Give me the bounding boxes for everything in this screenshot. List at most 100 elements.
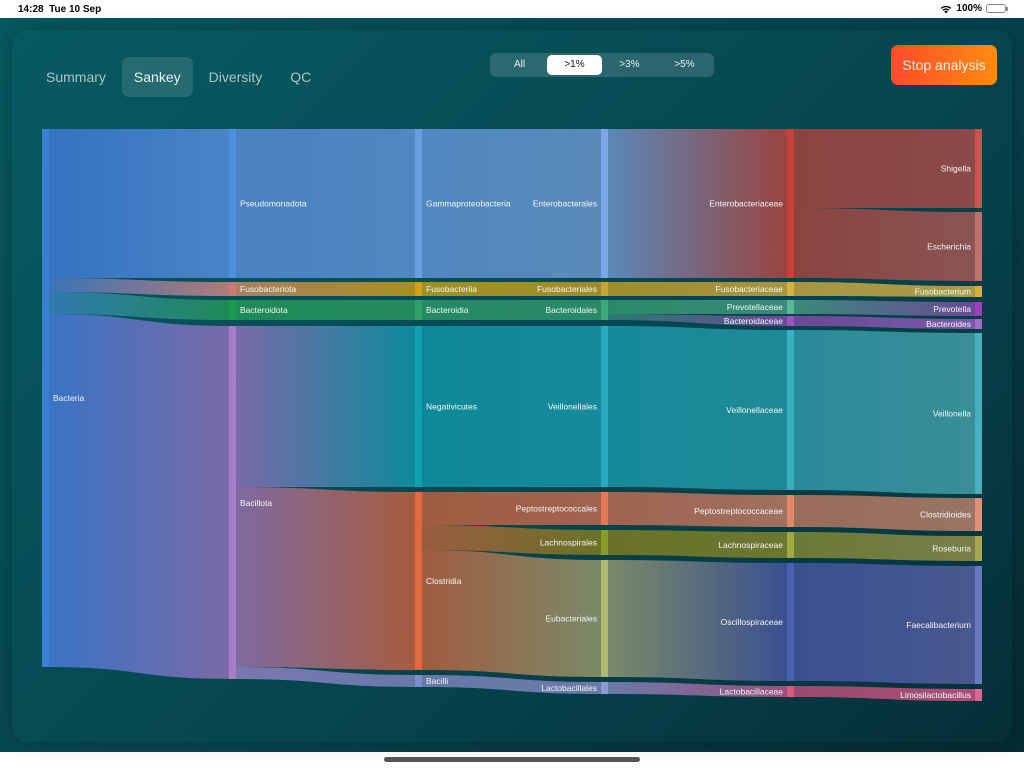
sankey-link[interactable] bbox=[422, 492, 601, 525]
sankey-link[interactable] bbox=[422, 282, 601, 296]
sankey-node-peptostreptococcales[interactable] bbox=[601, 492, 608, 525]
battery-percent: 100% bbox=[956, 3, 982, 14]
sankey-link[interactable] bbox=[422, 550, 601, 677]
sankey-link[interactable] bbox=[608, 282, 787, 296]
stop-analysis-button[interactable]: Stop analysis bbox=[891, 45, 997, 85]
sankey-link[interactable] bbox=[422, 326, 601, 487]
sankey-link[interactable] bbox=[422, 675, 601, 694]
sankey-link[interactable] bbox=[794, 282, 975, 297]
home-indicator[interactable] bbox=[384, 757, 640, 762]
sankey-node-bacteria[interactable] bbox=[42, 129, 49, 667]
sankey-label: Eubacteriales bbox=[545, 614, 597, 624]
sankey-node-lactobacillaceae[interactable] bbox=[787, 686, 794, 697]
sankey-link[interactable] bbox=[794, 532, 975, 561]
sankey-node-enterobacterales[interactable] bbox=[601, 129, 608, 278]
sankey-link[interactable] bbox=[422, 129, 601, 278]
sankey-node-bacteroidia[interactable] bbox=[415, 300, 422, 320]
sankey-node-bacteroidales[interactable] bbox=[601, 300, 608, 320]
sankey-link[interactable] bbox=[608, 314, 787, 326]
sankey-links bbox=[49, 129, 975, 701]
sankey-link[interactable] bbox=[794, 330, 975, 494]
sankey-node-roseburia[interactable] bbox=[975, 536, 982, 561]
sankey-labels: Bacteria Pseudomonadota Fusobacteriota Bact… bbox=[53, 164, 971, 701]
filter-3pct[interactable]: >3% bbox=[619, 59, 640, 70]
sankey-node-fusobacteriia[interactable] bbox=[415, 282, 422, 296]
sankey-node-clostridioides[interactable] bbox=[975, 498, 982, 531]
sankey-label: Bacilli bbox=[426, 676, 448, 686]
tab-summary[interactable]: Summary bbox=[46, 69, 106, 85]
sankey-link[interactable] bbox=[49, 292, 229, 320]
sankey-link[interactable] bbox=[794, 563, 975, 684]
tab-qc[interactable]: QC bbox=[290, 69, 312, 85]
sankey-link[interactable] bbox=[49, 129, 229, 278]
sankey-node-peptostreptococcaceae[interactable] bbox=[787, 495, 794, 527]
sankey-link[interactable] bbox=[236, 282, 415, 296]
sankey-link[interactable] bbox=[236, 300, 415, 320]
sankey-node-bacteroidota[interactable] bbox=[229, 300, 236, 320]
sankey-link[interactable] bbox=[608, 492, 787, 527]
sankey-label: Faecalibacterium bbox=[906, 620, 971, 630]
sankey-label: Veillonella bbox=[933, 409, 972, 419]
sankey-link[interactable] bbox=[608, 300, 787, 314]
sankey-node-veillonellales[interactable] bbox=[601, 326, 608, 487]
tab-diversity[interactable]: Diversity bbox=[208, 69, 263, 85]
filter-1pct[interactable]: >1% bbox=[547, 55, 602, 75]
sankey-link[interactable] bbox=[236, 326, 415, 487]
sankey-link[interactable] bbox=[794, 300, 975, 316]
sankey-node-oscillospiraceae[interactable] bbox=[787, 563, 794, 681]
sankey-node-fusobacterium[interactable] bbox=[975, 286, 982, 297]
sankey-node-lactobacillales[interactable] bbox=[601, 682, 608, 694]
sankey-link[interactable] bbox=[794, 208, 975, 281]
sankey-node-veillonella[interactable] bbox=[975, 333, 982, 494]
sankey-link[interactable] bbox=[794, 316, 975, 329]
sankey-node-clostridia[interactable] bbox=[415, 492, 422, 670]
sankey-node-lachnospirales[interactable] bbox=[601, 530, 608, 555]
sankey-label: Enterobacteriaceae bbox=[709, 199, 783, 209]
sankey-link[interactable] bbox=[608, 326, 787, 490]
sankey-link[interactable] bbox=[794, 129, 975, 208]
sankey-label: Clostridia bbox=[426, 576, 462, 586]
sankey-label: Escherichia bbox=[927, 242, 971, 252]
sankey-link[interactable] bbox=[608, 682, 787, 697]
sankey-link[interactable] bbox=[49, 314, 229, 679]
sankey-node-shigella[interactable] bbox=[975, 129, 982, 208]
sankey-node-bacilli[interactable] bbox=[415, 675, 422, 687]
sankey-node-negativicutes[interactable] bbox=[415, 326, 422, 487]
sankey-node-lachnospiraceae[interactable] bbox=[787, 532, 794, 558]
sankey-node-fusobacteriales[interactable] bbox=[601, 282, 608, 296]
sankey-node-pseudomonadota[interactable] bbox=[229, 129, 236, 278]
tab-sankey[interactable]: Sankey bbox=[121, 57, 193, 97]
sankey-node-faecalibacterium[interactable] bbox=[975, 566, 982, 684]
sankey-label: Fusobacteriia bbox=[426, 284, 477, 294]
sankey-link[interactable] bbox=[608, 129, 787, 278]
sankey-link[interactable] bbox=[794, 495, 975, 531]
sankey-node-gammaproteobacteria[interactable] bbox=[415, 129, 422, 278]
sankey-link[interactable] bbox=[49, 278, 229, 296]
sankey-link[interactable] bbox=[422, 525, 601, 555]
sankey-node-escherichia[interactable] bbox=[975, 212, 982, 281]
sankey-link[interactable] bbox=[608, 560, 787, 681]
wifi-icon bbox=[941, 5, 952, 13]
sankey-node-enterobacteriaceae[interactable] bbox=[787, 129, 794, 278]
sankey-node-veillonellaceae[interactable] bbox=[787, 330, 794, 490]
sankey-node-fusobacteriota[interactable] bbox=[229, 282, 236, 296]
sankey-node-eubacteriales[interactable] bbox=[601, 560, 608, 677]
filter-all[interactable]: All bbox=[513, 59, 526, 70]
sankey-link[interactable] bbox=[236, 667, 415, 687]
sankey-link[interactable] bbox=[608, 530, 787, 558]
filter-5pct[interactable]: >5% bbox=[674, 59, 695, 70]
sankey-node-limosilactobacillus[interactable] bbox=[975, 689, 982, 701]
sankey-link[interactable] bbox=[794, 686, 975, 701]
sankey-link[interactable] bbox=[236, 487, 415, 670]
sankey-node-fusobacteriaceae[interactable] bbox=[787, 282, 794, 296]
sankey-link[interactable] bbox=[236, 129, 415, 278]
sankey-label: Fusobacteriota bbox=[240, 284, 296, 294]
sankey-label: Pseudomonadota bbox=[240, 199, 307, 209]
sankey-node-bacteroidaceae[interactable] bbox=[787, 316, 794, 326]
sankey-node-bacillota[interactable] bbox=[229, 326, 236, 679]
view-tabs: Summary Sankey Diversity QC bbox=[34, 57, 323, 97]
sankey-node-prevotellaceae[interactable] bbox=[787, 300, 794, 314]
sankey-node-prevotella[interactable] bbox=[975, 302, 982, 316]
sankey-node-bacteroides[interactable] bbox=[975, 319, 982, 329]
sankey-link[interactable] bbox=[422, 300, 601, 320]
